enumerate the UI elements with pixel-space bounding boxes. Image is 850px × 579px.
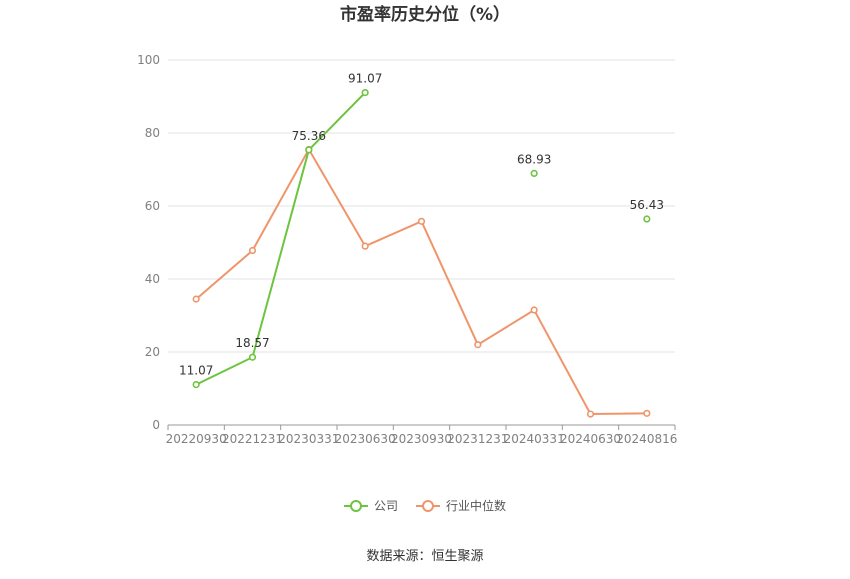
data-label: 11.07 (179, 364, 213, 378)
data-label: 18.57 (235, 336, 269, 350)
x-tick-label: 20240630 (560, 432, 621, 446)
x-tick-label: 20220930 (166, 432, 227, 446)
data-label: 91.07 (348, 72, 382, 86)
x-tick-label: 20230930 (391, 432, 452, 446)
legend-label: 行业中位数 (446, 498, 506, 513)
y-tick-label: 20 (145, 345, 160, 359)
legend-item-0[interactable]: 公司 (344, 499, 398, 513)
y-tick-label: 40 (145, 272, 160, 286)
legend-marker (422, 500, 434, 512)
x-tick-label: 20240816 (616, 432, 677, 446)
x-tick-label: 20230331 (278, 432, 339, 446)
y-axis: 0 20 40 60 80 100 (137, 53, 160, 432)
source-note: 数据来源：恒生聚源 (366, 549, 483, 564)
legend-item-1[interactable]: 行业中位数 (416, 498, 506, 513)
x-tick-label: 20231231 (447, 432, 508, 446)
y-tick-label: 80 (145, 126, 160, 140)
data-label: 75.36 (292, 129, 326, 143)
series-line (195, 91, 366, 386)
data-point[interactable] (305, 146, 313, 154)
data-point[interactable] (417, 217, 426, 225)
series-1 (192, 145, 651, 418)
data-point[interactable] (643, 215, 651, 223)
data-point[interactable] (530, 306, 538, 314)
data-point[interactable] (586, 410, 595, 418)
legend-marker (350, 500, 362, 512)
x-tick-label: 20221231 (222, 432, 283, 446)
grid-lines (168, 59, 675, 353)
series-0 (192, 88, 651, 389)
legend-label: 公司 (374, 499, 398, 513)
chart-title: 市盈率历史分位（%） (340, 4, 510, 25)
x-axis: 2022093020221231202303312023063020230930… (166, 424, 677, 446)
series-lines (192, 88, 651, 418)
x-tick-label: 20240331 (504, 432, 565, 446)
x-tick-label: 20230630 (335, 432, 396, 446)
series-line (195, 147, 647, 416)
data-point[interactable] (643, 409, 651, 417)
y-tick-label: 0 (152, 418, 160, 432)
legend: 公司 行业中位数 (344, 498, 506, 513)
data-point[interactable] (248, 246, 257, 255)
data-point[interactable] (361, 242, 369, 250)
data-point[interactable] (530, 169, 538, 178)
data-point[interactable] (474, 341, 482, 349)
data-label: 68.93 (517, 152, 551, 166)
data-label: 56.43 (630, 198, 664, 212)
y-tick-label: 100 (137, 53, 160, 67)
data-point[interactable] (361, 88, 369, 97)
data-point[interactable] (192, 380, 200, 389)
data-point[interactable] (192, 295, 200, 303)
y-tick-label: 60 (145, 199, 160, 213)
data-labels: 11.07 18.57 75.36 91.07 68.93 56.43 (179, 72, 664, 378)
data-point[interactable] (248, 353, 257, 361)
